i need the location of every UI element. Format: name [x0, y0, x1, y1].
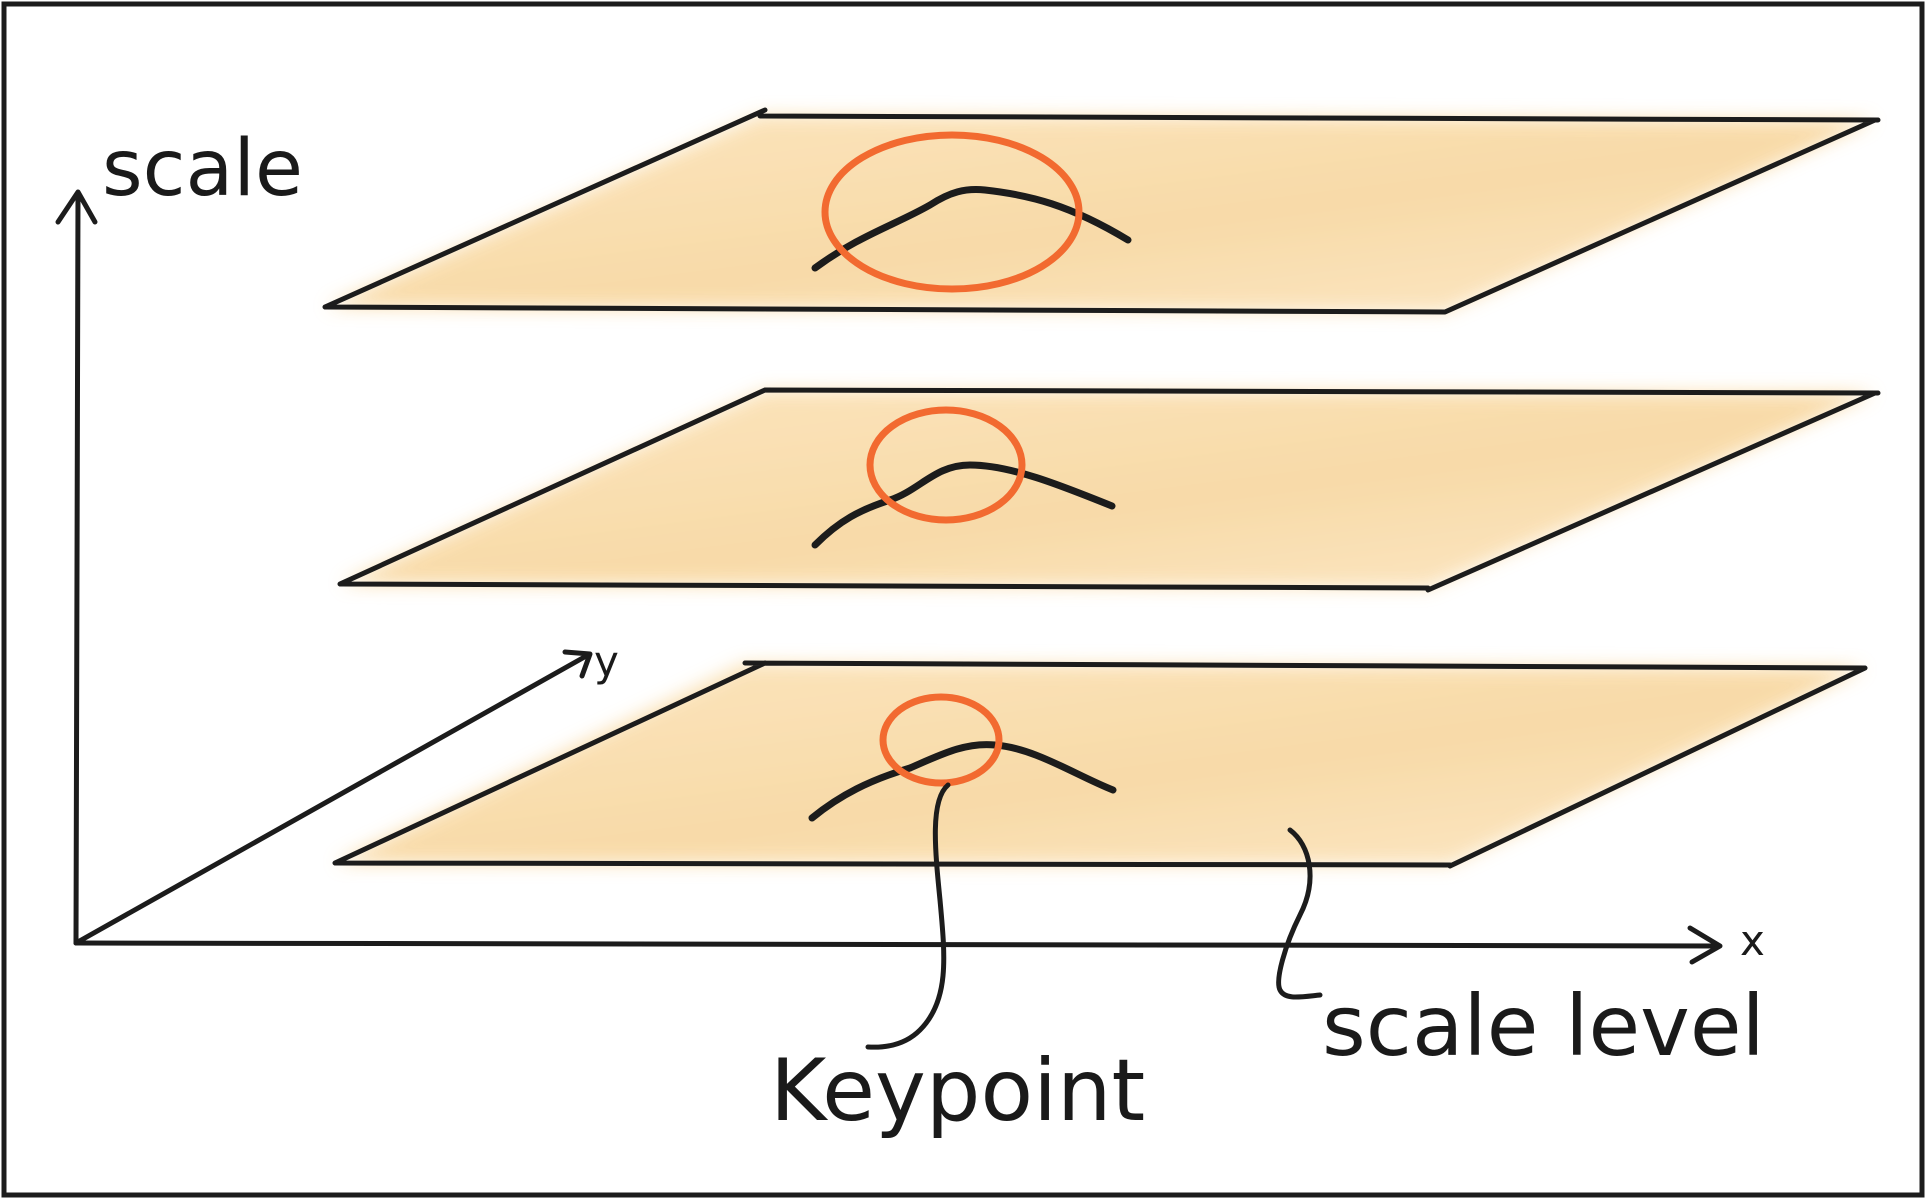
feature-curve [811, 186, 1132, 272]
scale-axis [73, 192, 81, 946]
scale-level-label: scale level [1322, 977, 1765, 1075]
plane-outline [332, 660, 1868, 869]
y-axis-label: y [594, 637, 619, 686]
keypoint-circle [866, 406, 1026, 524]
keypoint-leader-line [865, 782, 951, 1050]
plane-outline [322, 107, 1881, 315]
feature-curve [811, 461, 1116, 549]
plane-fill [335, 663, 1865, 865]
x-axis [73, 940, 1721, 949]
scale-level-plane-top [322, 107, 1881, 315]
y-axis-arrowhead [562, 649, 593, 679]
keypoint-circle [879, 693, 1003, 787]
scale-level-leader-line [1276, 827, 1323, 1000]
feature-curve [808, 741, 1117, 822]
plane-fill [340, 390, 1875, 588]
plane-fill [325, 115, 1875, 312]
x-axis-arrowhead [1687, 925, 1723, 965]
x-axis-label: x [1740, 916, 1765, 965]
scale-level-plane-middle [337, 387, 1881, 593]
plane-outline [337, 387, 1881, 593]
keypoint-label: Keypoint [770, 1041, 1145, 1141]
scale-axis-arrowhead [55, 189, 98, 225]
axes [55, 189, 1723, 965]
keypoint-circle [821, 131, 1083, 293]
scale-level-plane-bottom [332, 660, 1868, 869]
scale-axis-label: scale [102, 124, 303, 214]
y-axis [73, 652, 591, 946]
